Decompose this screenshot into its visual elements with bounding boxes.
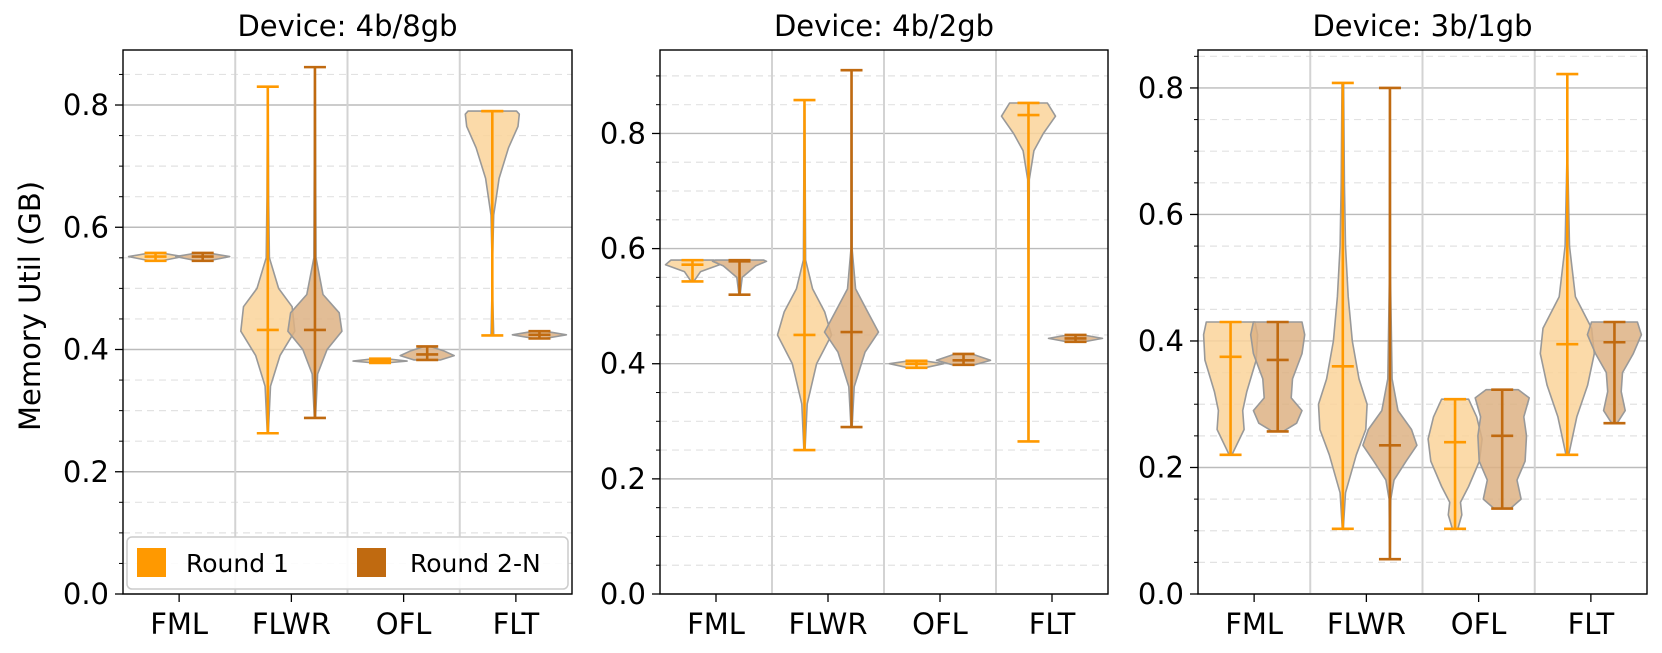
axes-frame	[659, 49, 1109, 595]
legend-label-round1: Round 1	[186, 549, 289, 578]
legend-frame	[126, 536, 569, 590]
y-tick-label: 0.6	[63, 210, 109, 244]
legend-swatch-round2	[357, 548, 386, 577]
chart-panel-3: 0.0 0.2 0.4 0.6 0.8 FML FLWR OFL FLT Device: 3b/1…	[1138, 9, 1648, 641]
legend-label-round2: Round 2-N	[410, 549, 541, 578]
y-tick-label: 0.8	[600, 116, 646, 150]
y-tick-label: 0.0	[1138, 577, 1184, 611]
y-tick-label: 0.6	[600, 232, 646, 266]
x-tick-label: OFL	[912, 607, 968, 641]
x-tick-label: FLWR	[1327, 607, 1406, 641]
y-tick-label: 0.8	[63, 88, 109, 122]
chart-panel-2: 0.0 0.2 0.4 0.6 0.8 FML FLWR OFL FLT Device: 4b/2…	[600, 9, 1109, 641]
x-tick-label: FLWR	[789, 607, 868, 641]
y-tick-label: 0.2	[63, 455, 109, 489]
y-tick-label: 0.8	[1138, 71, 1184, 105]
panel-title: Device: 4b/8gb	[237, 9, 457, 43]
y-tick-label: 0.4	[63, 333, 109, 367]
axes-frame	[1197, 49, 1648, 595]
x-tick-label: FLWR	[252, 607, 331, 641]
y-tick-label: 0.2	[600, 462, 646, 496]
chart-panel-1: 0.0 0.2 0.4 0.6 0.8 FML FLWR OFL FLT Device: 4b/8…	[63, 9, 573, 641]
panel-title: Device: 4b/2gb	[774, 9, 994, 43]
x-tick-label: OFL	[1451, 607, 1507, 641]
y-tick-label: 0.0	[63, 577, 109, 611]
legend: Round 1 Round 2-N	[126, 536, 569, 590]
x-tick-label: FML	[1225, 607, 1283, 641]
x-tick-label: FLT	[1568, 607, 1615, 641]
y-axis-label: Memory Util (GB)	[13, 181, 47, 431]
legend-swatch-round1	[137, 548, 166, 577]
x-tick-label: FLT	[1029, 607, 1076, 641]
y-tick-label: 0.6	[1138, 197, 1184, 231]
y-tick-label: 0.2	[1138, 450, 1184, 484]
x-tick-label: FML	[687, 607, 745, 641]
x-tick-label: OFL	[376, 607, 432, 641]
y-tick-label: 0.4	[600, 347, 646, 381]
x-tick-label: FLT	[493, 607, 540, 641]
y-tick-label: 0.0	[600, 577, 646, 611]
panel-title: Device: 3b/1gb	[1312, 9, 1532, 43]
y-tick-label: 0.4	[1138, 324, 1184, 358]
x-tick-label: FML	[150, 607, 208, 641]
axes-frame	[122, 49, 573, 595]
